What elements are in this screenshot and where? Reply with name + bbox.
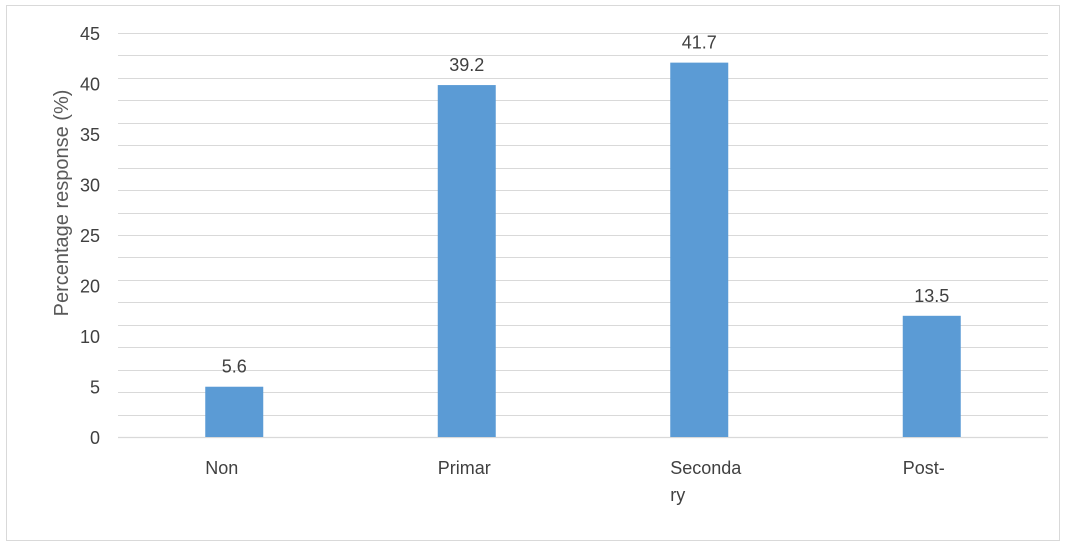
x-tick-label: Non [205,458,238,478]
data-label: 39.2 [449,55,484,75]
y-tick-label: 35 [80,125,100,145]
x-tick-label: Primar [438,458,491,478]
bar [903,316,961,437]
y-tick-label: 30 [80,176,100,196]
data-label: 41.7 [682,33,717,53]
y-tick-label: 25 [80,226,100,246]
y-tick-label: 20 [80,277,100,297]
y-axis-ticks: 0 5 10 20 25 30 35 40 45 [80,24,100,448]
x-tick-label: Seconda [670,458,742,478]
x-axis-ticks: Non Primar Seconda ry Post- [205,458,945,505]
x-tick-label: Post- [903,458,945,478]
y-axis-label: Percentage response (%) [51,90,73,317]
data-label: 5.6 [222,357,247,377]
y-tick-label: 40 [80,75,100,95]
bar [205,387,263,437]
y-tick-label: 0 [90,428,100,448]
y-tick-label: 45 [80,24,100,44]
y-tick-label: 10 [80,327,100,347]
bars [205,63,961,437]
data-label: 13.5 [914,286,949,306]
bar [670,63,728,437]
x-tick-label: ry [670,485,685,505]
y-tick-label: 5 [90,378,100,398]
bar [438,85,496,437]
